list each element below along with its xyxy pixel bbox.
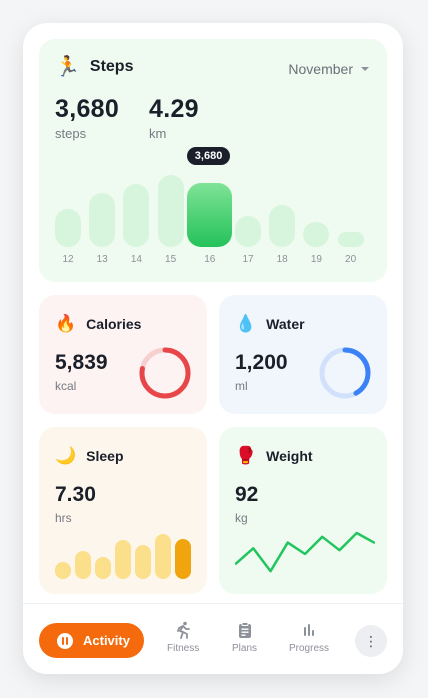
steps-bar[interactable]: [337, 231, 364, 247]
boxing-glove-icon: 🥊: [235, 446, 257, 465]
weight-unit: kg: [235, 511, 248, 525]
water-value: 1,200: [235, 351, 288, 374]
sleep-bar: [135, 545, 151, 579]
steps-day-label: 14: [130, 254, 142, 265]
steps-day-label: 16: [204, 254, 216, 265]
steps-day-label: 18: [276, 254, 288, 265]
steps-card[interactable]: 🏃 Steps November 3,680 steps 4.29 km 12 1…: [39, 39, 387, 282]
steps-stat: 3,680 steps: [55, 95, 119, 141]
calories-title: Calories: [86, 315, 142, 332]
weight-value: 92: [235, 483, 259, 506]
month-label: November: [288, 61, 353, 77]
steps-tooltip: 3,680: [186, 147, 231, 165]
steps-day-label: 17: [242, 254, 254, 265]
sleep-value: 7.30: [55, 483, 96, 506]
tab-progress[interactable]: Progress: [289, 621, 329, 654]
steps-bar[interactable]: [89, 193, 116, 247]
plans-label: Plans: [232, 643, 258, 654]
running-person-icon: 🏃: [55, 56, 80, 78]
ring-progress: [139, 347, 191, 399]
bar-chart-icon: [304, 624, 314, 636]
sleep-bar: [55, 562, 71, 579]
steps-unit: steps: [55, 126, 87, 141]
water-title: Water: [266, 315, 305, 332]
crescent-moon-icon: 🌙: [55, 446, 77, 465]
calories-card[interactable]: 🔥 Calories 5,839 kcal: [39, 295, 207, 414]
steps-bar[interactable]: [123, 184, 150, 247]
distance-stat: 4.29 km: [149, 95, 199, 141]
water-drop-icon: 💧: [235, 314, 257, 333]
sleep-bar: [155, 534, 171, 579]
steps-day-label: 19: [310, 254, 322, 265]
weight-trend-line: [235, 531, 375, 573]
running-figure-icon: [177, 621, 191, 639]
calories-header: 🔥 Calories: [55, 315, 141, 332]
more-vertical-icon: ⋮: [364, 632, 378, 649]
sleep-header: 🌙 Sleep: [55, 447, 124, 464]
progress-label: Progress: [289, 643, 330, 654]
calories-unit: kcal: [55, 379, 77, 393]
km-value: 4.29: [149, 95, 199, 123]
weight-title: Weight: [266, 447, 313, 464]
steps-day-label: 15: [165, 254, 177, 265]
app-screen: 🏃 Steps November 3,680 steps 4.29 km 12 1…: [23, 23, 403, 674]
steps-day-label: 12: [62, 254, 74, 265]
sleep-bar: [115, 539, 131, 579]
weight-header: 🥊 Weight: [235, 447, 313, 464]
sleep-bar-chart: [39, 427, 207, 594]
month-dropdown[interactable]: November: [288, 61, 369, 77]
calories-value: 5,839: [55, 351, 108, 374]
sleep-unit: hrs: [55, 511, 72, 525]
steps-value: 3,680: [55, 95, 120, 123]
weight-card[interactable]: 🥊 Weight 92 kg: [219, 427, 387, 594]
tab-fitness[interactable]: Fitness: [167, 621, 199, 654]
activity-label: Activity: [83, 633, 130, 648]
steps-title: Steps: [89, 58, 134, 75]
sleep-bar: [175, 539, 191, 579]
steps-day-label: 20: [345, 254, 357, 265]
water-card[interactable]: 💧 Water 1,200 ml: [219, 295, 387, 414]
steps-bar[interactable]: [235, 216, 261, 247]
calories-progress-ring: [139, 347, 191, 399]
sleep-bar: [95, 556, 111, 579]
steps-bar-chart: 12 13 14 15 16 3,680 17 18 19 20: [39, 39, 387, 282]
steps-day-label: 13: [96, 254, 108, 265]
chevron-down-icon: [361, 67, 369, 71]
sleep-card[interactable]: 🌙 Sleep 7.30 hrs: [39, 427, 207, 594]
sleep-title: Sleep: [86, 447, 124, 464]
water-header: 💧 Water: [235, 315, 305, 332]
water-progress-ring: [319, 347, 371, 399]
steps-bar[interactable]: [157, 175, 184, 247]
steps-bar[interactable]: [55, 208, 81, 247]
steps-bar[interactable]: [269, 204, 296, 247]
clipboard-icon: [238, 622, 251, 638]
pause-circle-icon: [57, 632, 73, 649]
activity-tab-button[interactable]: Activity: [39, 623, 144, 658]
fire-icon: 🔥: [55, 314, 77, 333]
fitness-label: Fitness: [167, 643, 200, 654]
water-unit: ml: [235, 379, 248, 393]
steps-bar[interactable]: [303, 222, 330, 247]
steps-header: 🏃 Steps: [55, 57, 133, 77]
steps-bar[interactable]: [187, 183, 233, 247]
bottom-nav: Activity Fitness Plans: [23, 603, 403, 674]
more-options-button[interactable]: ⋮: [355, 625, 387, 657]
tab-plans[interactable]: Plans: [232, 621, 257, 654]
km-unit: km: [149, 126, 167, 141]
ring-progress: [319, 347, 371, 399]
weight-trend-path: [235, 531, 375, 573]
sleep-bar: [75, 551, 91, 579]
